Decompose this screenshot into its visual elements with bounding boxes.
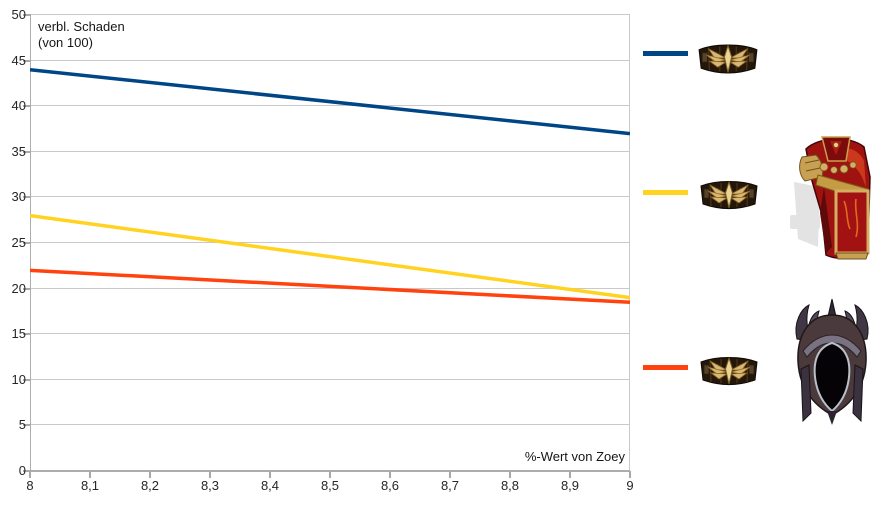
y-tick-label: 0 — [18, 463, 26, 478]
x-tick-mark — [509, 471, 511, 478]
belt-icon — [700, 180, 758, 210]
x-tick-mark — [149, 471, 151, 478]
y-tick-label: 40 — [11, 98, 26, 114]
y-tick-mark — [23, 470, 31, 472]
y-tick-label: 20 — [11, 280, 26, 296]
x-tick-mark — [629, 471, 631, 478]
y-tick-mark — [23, 196, 31, 199]
y-tick-label: 30 — [11, 189, 26, 205]
x-tick-label: 8 — [26, 478, 34, 493]
gridline-horizontal — [30, 150, 630, 152]
series-line-belt-and-helmet — [30, 268, 630, 305]
y-axis-title-line1: verbl. Schaden — [38, 19, 125, 34]
y-tick-label: 45 — [11, 52, 26, 68]
x-tick-label: 8,1 — [80, 478, 100, 493]
y-tick-mark — [23, 242, 31, 244]
x-axis-title: %-Wert von Zoey — [524, 449, 625, 464]
belt-icon — [698, 44, 758, 74]
x-tick-label: 8,8 — [500, 478, 520, 493]
legend-line-yellow — [643, 190, 688, 195]
gridline-horizontal — [30, 14, 630, 15]
x-tick-mark — [209, 471, 211, 478]
legend-line-red — [643, 365, 688, 370]
x-tick-mark — [569, 471, 571, 478]
belt-icon — [700, 356, 758, 386]
gridline-horizontal — [30, 196, 630, 198]
y-tick-label: 35 — [11, 143, 26, 159]
legend-line-blue — [643, 51, 688, 56]
x-tick-mark — [89, 471, 91, 478]
x-tick-mark — [269, 471, 271, 478]
y-tick-label: 25 — [11, 235, 26, 250]
y-tick-mark — [23, 150, 31, 153]
gridline-horizontal — [30, 424, 630, 426]
y-tick-label: 50 — [11, 7, 26, 22]
y-axis-title-line2: (von 100) — [38, 35, 93, 50]
x-tick-label: 8,7 — [440, 478, 460, 493]
x-tick-label: 8,9 — [560, 478, 580, 493]
y-tick-mark — [23, 333, 31, 336]
series-line-belt-and-chest-armor — [30, 213, 630, 300]
y-tick-label: 10 — [11, 371, 26, 387]
y-axis-title: verbl. Schaden (von 100) — [38, 19, 125, 51]
gridline-horizontal — [30, 59, 630, 61]
series-line-belt-only — [30, 67, 630, 136]
x-tick-mark — [329, 471, 331, 478]
gridline-horizontal — [30, 378, 630, 380]
y-tick-label: 5 — [18, 417, 26, 433]
x-tick-label: 8,5 — [320, 478, 340, 493]
y-tick-mark — [23, 378, 31, 381]
plot-area — [30, 67, 630, 305]
chest-armor-icon — [788, 135, 872, 261]
plot-right-border — [629, 15, 630, 471]
y-tick-mark — [23, 59, 31, 62]
helmet-icon — [794, 299, 870, 426]
x-tick-mark — [29, 471, 31, 478]
x-tick-label: 8,2 — [140, 478, 160, 493]
x-tick-mark — [449, 471, 451, 478]
y-tick-mark — [23, 105, 31, 108]
x-tick-label: 8,4 — [260, 478, 280, 493]
gridline-horizontal — [30, 105, 630, 107]
gridline-horizontal — [30, 242, 630, 243]
y-tick-mark — [23, 424, 31, 427]
x-tick-label: 9 — [626, 478, 634, 493]
x-tick-label: 8,6 — [380, 478, 400, 493]
x-tick-mark — [389, 471, 391, 478]
gridline-horizontal — [30, 333, 630, 335]
x-tick-label: 8,3 — [200, 478, 220, 493]
y-tick-mark — [23, 14, 31, 16]
y-tick-mark — [23, 287, 31, 290]
y-tick-label: 15 — [11, 326, 26, 342]
